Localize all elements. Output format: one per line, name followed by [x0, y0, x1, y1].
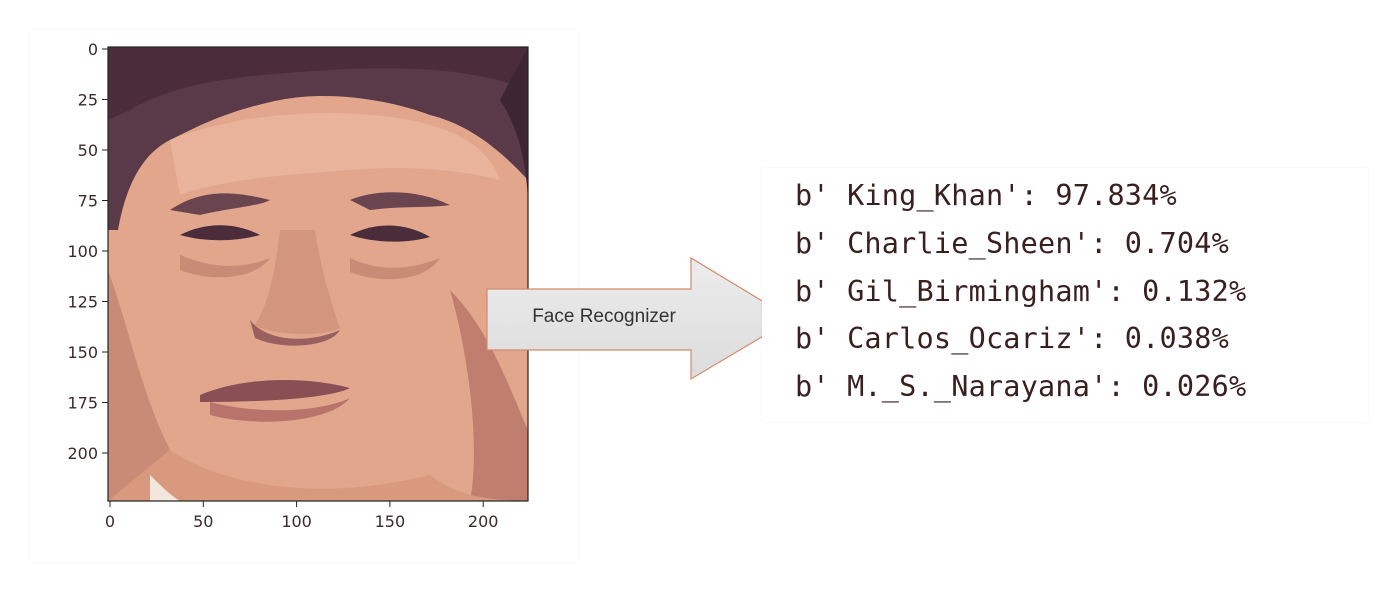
plot-frame — [107, 46, 529, 502]
prediction-line: b' M._S._Narayana': 0.026% — [795, 370, 1247, 404]
arrow-icon — [486, 256, 794, 381]
prediction-line: b' King_Khan': 97.834% — [795, 179, 1177, 212]
y-tick-label: 100 — [67, 242, 98, 261]
prediction-line: b' Gil_Birmingham': 0.132% — [795, 274, 1247, 308]
y-tick-label: 50 — [78, 141, 98, 160]
y-tick-label: 125 — [67, 293, 98, 312]
arrow-label: Face Recognizer — [532, 306, 676, 327]
x-axis: 0 50 100 150 200 — [105, 501, 499, 531]
y-tick-label: 75 — [78, 192, 98, 211]
y-tick-label: 25 — [78, 91, 98, 110]
prediction-list: b' King_Khan': 97.834% b' Charlie_Sheen'… — [795, 172, 1246, 411]
x-tick-label: 200 — [468, 512, 499, 531]
face-image — [108, 47, 528, 501]
y-tick-label: 175 — [67, 394, 98, 413]
y-axis: 0 25 50 75 100 125 150 175 200 — [67, 40, 108, 463]
y-tick-label: 200 — [67, 444, 98, 463]
y-tick-label: 0 — [88, 40, 98, 59]
prediction-line: b' Charlie_Sheen': 0.704% — [795, 226, 1229, 260]
prediction-line: b' Carlos_Ocariz': 0.038% — [795, 322, 1229, 356]
face-recognizer-arrow: Face Recognizer — [486, 256, 796, 382]
x-tick-label: 150 — [375, 512, 406, 531]
x-tick-label: 100 — [281, 512, 312, 531]
x-tick-label: 0 — [105, 512, 115, 531]
x-tick-label: 50 — [193, 512, 213, 531]
prediction-output-panel: b' King_Khan': 97.834% b' Charlie_Sheen'… — [762, 168, 1368, 422]
y-tick-label: 150 — [67, 343, 98, 362]
image-plot: 0 25 50 75 100 125 150 175 200 0 50 100 150 200 — [67, 40, 529, 531]
